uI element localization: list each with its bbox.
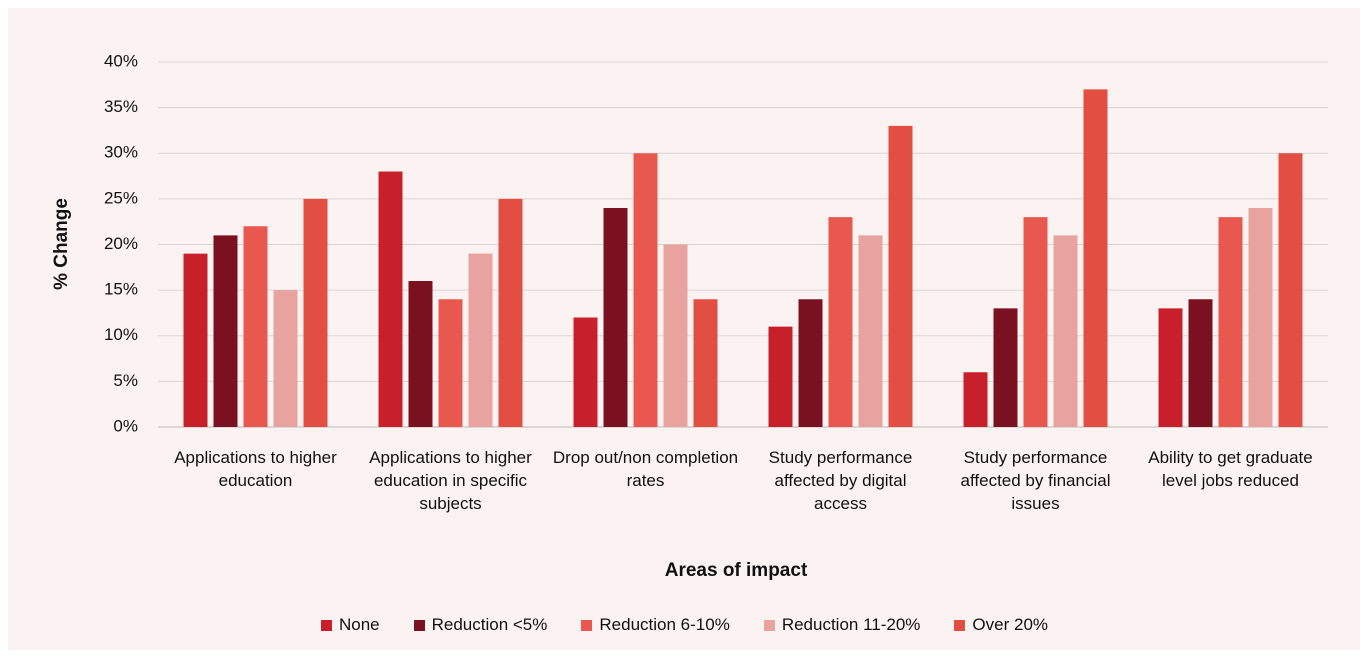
legend-label: Reduction <5% [431,615,548,634]
bar [573,317,598,427]
bar [768,326,793,427]
bar [1083,89,1108,427]
bar [858,235,883,427]
x-tick-label: Applications to higher education [174,448,337,490]
bar [378,171,403,427]
y-tick-label: 5% [113,371,138,390]
bar [1053,235,1078,427]
bar [828,217,853,427]
bar [1278,153,1303,427]
bar [633,153,658,427]
y-tick-label: 20% [104,234,138,253]
legend-item: Reduction 11-20% [763,615,921,635]
x-tick-label: Study performance affected by digital ac… [768,448,913,513]
legend-item: Reduction 6-10% [581,615,730,635]
bar [1158,308,1183,427]
y-tick-label: 30% [104,143,138,162]
x-axis-label: Areas of impact [665,560,808,581]
bar [213,235,238,427]
bar [408,281,433,427]
y-tick-label: 15% [104,280,138,299]
bar [468,253,493,427]
legend-swatch [413,619,425,631]
bar [1023,217,1048,427]
bar [798,299,823,427]
legend-label: Over 20% [972,615,1049,634]
bar [273,290,298,427]
bar [993,308,1018,427]
bar [663,244,688,427]
x-tick-label: Applications to higher education in spec… [369,448,532,513]
legend-swatch [320,619,332,631]
bar [1188,299,1213,427]
legend-swatch [954,619,966,631]
y-tick-label: 40% [104,51,138,70]
y-axis-label: % Change [51,198,72,290]
bar [243,226,268,427]
x-tick-label: Study performance affected by financial … [960,448,1111,513]
legend-label: None [338,615,380,634]
legend-swatch [581,619,593,631]
legend-item: Over 20% [954,615,1048,635]
bar [1248,208,1273,427]
y-tick-label: 0% [113,416,138,435]
legend: None Reduction <5% Reduction 6-10% Reductio… [0,615,1369,635]
legend-item: None [320,615,380,635]
bar [1218,217,1243,427]
bar [963,372,988,427]
legend-label: Reduction 6-10% [599,615,730,634]
y-tick-label: 25% [104,188,138,207]
legend-label: Reduction 11-20% [781,615,921,634]
bar [498,198,523,427]
legend-swatch [763,619,775,631]
bar [303,198,328,427]
legend-item: Reduction <5% [413,615,548,635]
bar [183,253,208,427]
bar [888,125,913,427]
y-tick-label: 35% [104,97,138,116]
bar [603,208,628,427]
x-tick-label: Drop out/non completion rates [552,448,739,490]
x-tick-label: Ability to get graduate level jobs reduc… [1148,448,1313,490]
bar [438,299,463,427]
bar [693,299,718,427]
y-tick-label: 10% [104,325,138,344]
